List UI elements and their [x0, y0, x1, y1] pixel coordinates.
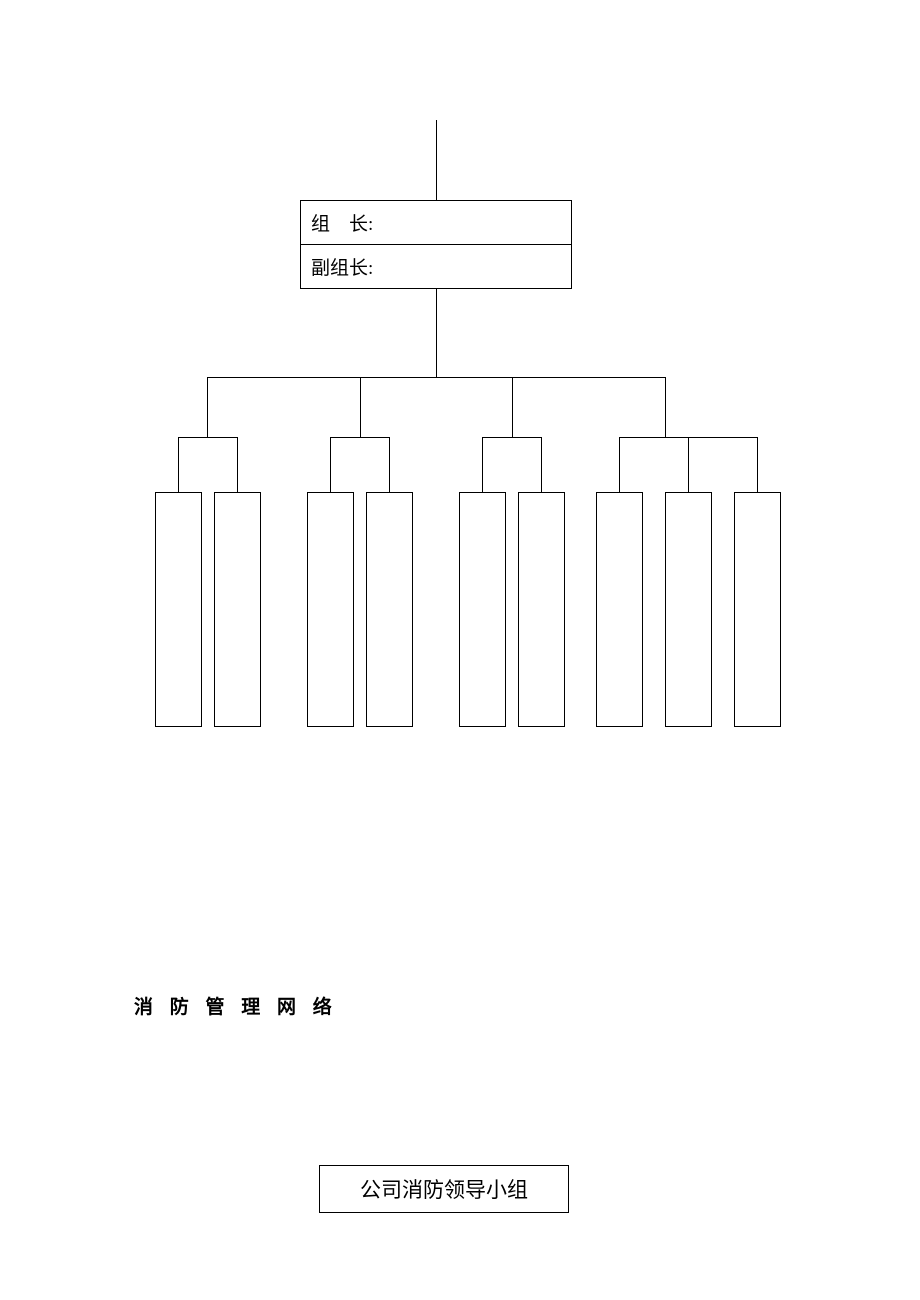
tier2-drop-5: [541, 437, 542, 492]
leaf-box-1: [214, 492, 261, 727]
tier1-drop-0: [207, 377, 208, 437]
leaf-box-2: [307, 492, 354, 727]
tier1-bar: [207, 377, 666, 378]
leaf-box-0: [155, 492, 202, 727]
tier2-bar-1: [330, 437, 390, 438]
tier1-drop-1: [360, 377, 361, 437]
leaf-box-6: [596, 492, 643, 727]
leaf-box-3: [366, 492, 413, 727]
leaf-box-5: [518, 492, 565, 727]
tier1-drop-3: [665, 377, 666, 437]
tier2-drop-8: [757, 437, 758, 492]
leaf-box-7: [665, 492, 712, 727]
root-line: [436, 120, 437, 200]
bottom-box-label: 公司消防领导小组: [360, 1174, 528, 1204]
header-box-label-1: 副组长:: [311, 253, 373, 280]
tier2-drop-4: [482, 437, 483, 492]
leaf-box-4: [459, 492, 506, 727]
tier2-bar-2: [482, 437, 542, 438]
stem-line: [436, 289, 437, 377]
tier2-drop-6: [619, 437, 620, 492]
bottom-box: 公司消防领导小组: [319, 1165, 569, 1213]
tier2-bar-0: [178, 437, 238, 438]
leaf-box-8: [734, 492, 781, 727]
header-box-1: 副组长:: [300, 244, 572, 289]
header-box-label-0: 组 长:: [311, 209, 373, 236]
tier2-drop-0: [178, 437, 179, 492]
tier1-drop-2: [512, 377, 513, 437]
tier2-drop-3: [389, 437, 390, 492]
section-title: 消 防 管 理 网 络: [134, 992, 338, 1019]
tier2-drop-2: [330, 437, 331, 492]
tier2-drop-7: [688, 437, 689, 492]
tier2-drop-1: [237, 437, 238, 492]
header-box-0: 组 长:: [300, 200, 572, 245]
